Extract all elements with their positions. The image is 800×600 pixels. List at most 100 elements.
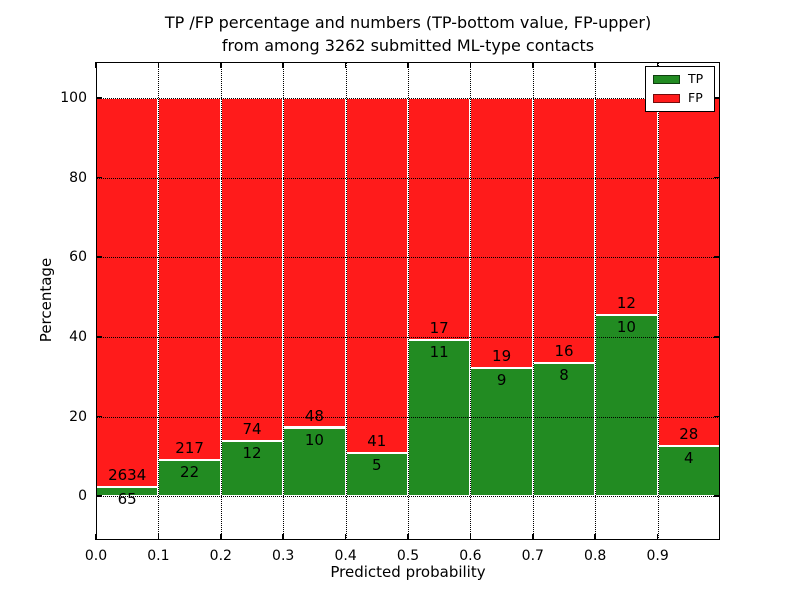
- y-tickmark-right: [714, 415, 720, 418]
- x-tick-label: 0.9: [646, 548, 669, 564]
- y-tickmark-left: [96, 256, 102, 258]
- fp-count-label: 12: [616, 294, 636, 313]
- tp-count-label: 10: [616, 318, 636, 337]
- x-tickmark-bottom: [282, 534, 284, 540]
- bar-segment-tp: [220, 440, 284, 497]
- x-tickmark-bottom: [344, 534, 347, 540]
- y-tickmark-right: [714, 336, 720, 338]
- tp-count-label: 65: [117, 489, 137, 508]
- fp-count-label: 48: [304, 406, 324, 425]
- bar-segment-fp: [345, 97, 408, 453]
- bar-segment-fp: [96, 97, 159, 487]
- y-tickmark-left: [96, 415, 102, 418]
- y-tickmark-left: [96, 97, 102, 99]
- gridline-vertical: [220, 62, 222, 540]
- x-tickmark-top: [157, 62, 160, 68]
- chart-title-line1: TP /FP percentage and numbers (TP-bottom…: [164, 13, 652, 32]
- y-tickmark-right: [714, 256, 720, 258]
- tp-count-label: 11: [429, 342, 449, 361]
- y-tick-label: 0: [78, 488, 87, 505]
- x-tick-label: 0.6: [459, 548, 482, 564]
- bar-segment-fp: [657, 97, 720, 447]
- fp-count-label: 2634: [108, 465, 147, 484]
- bar-segment-fp: [158, 97, 221, 460]
- bar-segment-tp: [595, 315, 658, 497]
- bar-segment-tp: [408, 339, 471, 497]
- tp-color-swatch: [653, 75, 680, 85]
- legend-label-fp: FP: [688, 90, 703, 106]
- x-tickmark-top: [469, 62, 472, 68]
- bar-segment-fp: [532, 97, 596, 364]
- bar-segment-fp: [283, 97, 346, 428]
- fp-count-label: 19: [492, 347, 512, 366]
- y-tickmark-left: [96, 176, 102, 179]
- tp-count-label: 4: [684, 449, 694, 468]
- x-tick-label: 0.1: [147, 548, 170, 564]
- tp-count-label: 9: [496, 371, 507, 390]
- y-tick-label: 100: [60, 89, 87, 106]
- chart-title-line2: from among 3262 submitted ML-type contac…: [221, 36, 595, 55]
- bar-segment-fp: [408, 97, 471, 340]
- gridline-vertical: [345, 62, 347, 540]
- tp-count-label: 22: [180, 462, 200, 481]
- legend-label-tp: TP: [688, 71, 704, 87]
- x-tick-label: 0.2: [209, 548, 232, 564]
- y-tickmark-right: [714, 495, 720, 497]
- x-tickmark-bottom: [594, 534, 596, 540]
- x-tick-label: 0.7: [521, 548, 544, 564]
- tp-count-label: 8: [559, 366, 569, 385]
- y-tick-label: 80: [69, 169, 87, 186]
- bar-segment-tp: [283, 427, 346, 497]
- x-tickmark-top: [220, 62, 222, 68]
- bar-segment-fp: [220, 97, 284, 441]
- x-tickmark-top: [282, 62, 284, 68]
- x-tickmark-top: [594, 62, 596, 68]
- y-tick-label: 40: [69, 328, 87, 345]
- bar-segment-tp: [532, 363, 596, 497]
- x-tick-label: 0.0: [84, 548, 108, 564]
- fp-count-label: 16: [554, 342, 574, 361]
- x-tickmark-bottom: [469, 534, 472, 540]
- x-tickmark-bottom: [95, 534, 97, 540]
- legend-item-tp: TP: [653, 73, 714, 86]
- y-tick-label: 60: [69, 249, 87, 266]
- tp-count-label: 10: [304, 430, 324, 449]
- fp-count-label: 17: [429, 318, 449, 337]
- tp-count-label: 5: [372, 455, 382, 474]
- y-tickmark-right: [714, 176, 720, 179]
- x-tick-label: 0.4: [334, 548, 357, 564]
- gridline-vertical: [283, 62, 285, 540]
- bar-segment-fp: [595, 97, 658, 316]
- gridline-vertical: [408, 62, 409, 540]
- y-tickmark-right: [714, 97, 720, 99]
- x-tick-label: 0.5: [396, 548, 420, 564]
- fp-color-swatch: [653, 93, 680, 103]
- x-tickmark-top: [656, 62, 659, 68]
- y-tickmark-left: [96, 336, 102, 338]
- x-axis-label: Predicted probability: [330, 563, 486, 581]
- x-tickmark-top: [95, 62, 97, 68]
- gridline-vertical: [158, 62, 160, 540]
- fp-count-label: 28: [679, 425, 699, 444]
- x-tickmark-bottom: [656, 534, 659, 540]
- fp-count-label: 217: [175, 438, 204, 457]
- chart-title: TP /FP percentage and numbers (TP-bottom…: [165, 11, 651, 57]
- x-tick-label: 0.3: [272, 548, 295, 564]
- bar-segment-tp: [345, 452, 408, 497]
- x-tickmark-bottom: [157, 534, 160, 540]
- y-tickmark-left: [96, 495, 102, 497]
- tp-count-label: 12: [242, 443, 262, 462]
- bar-segment-fp: [470, 97, 533, 369]
- x-tickmark-top: [407, 62, 409, 68]
- x-tickmark-bottom: [407, 534, 409, 540]
- legend-item-fp: FP: [653, 92, 714, 105]
- x-tickmark-bottom: [220, 534, 222, 540]
- fp-count-label: 41: [367, 431, 387, 450]
- x-tick-label: 0.8: [584, 548, 607, 564]
- gridline-vertical: [532, 62, 534, 540]
- gridline-vertical: [470, 62, 472, 540]
- bar-segment-tp: [158, 459, 221, 497]
- legend: TP FP: [645, 66, 715, 112]
